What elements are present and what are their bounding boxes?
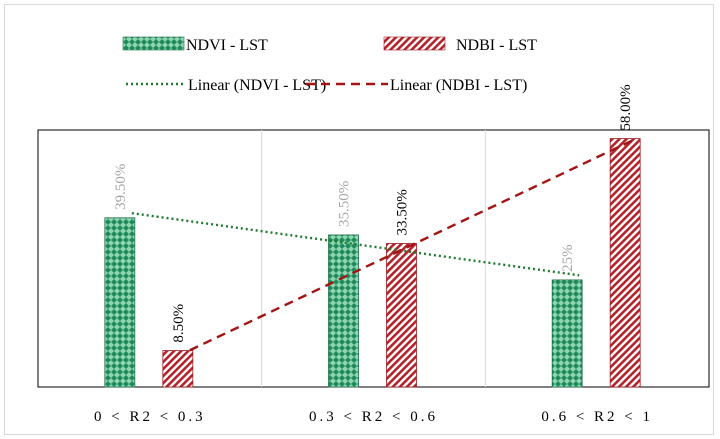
bar-ndbi-2 — [609, 138, 641, 388]
bar-ndvi-0 — [104, 217, 136, 388]
bar-ndbi-0 — [162, 350, 194, 388]
legend-trend-label-ndvi: Linear (NDVI - LST) — [188, 77, 326, 94]
data-label-ndbi-1: 33.50% — [395, 189, 411, 235]
trendlines — [131, 137, 638, 352]
category-separators — [261, 130, 486, 387]
bar-ndbi-1 — [386, 243, 417, 388]
bars — [104, 138, 641, 388]
data-label-ndvi-2: 25% — [560, 244, 576, 272]
data-label-ndvi-1: 35.50% — [337, 181, 353, 227]
data-labels: 39.50% 35.50% 25% 8.50% 33.50% 58.00% — [113, 84, 634, 342]
legend: NDVI - LST NDBI - LST Linear (NDVI - LST) L… — [122, 36, 537, 94]
x-tick-label-1: 0.3 < R2 < 0.6 — [309, 409, 438, 425]
trendline-ndbi — [189, 137, 638, 352]
bar-ndvi-1 — [328, 234, 359, 388]
x-tick-label-0: 0 < R2 < 0.3 — [94, 409, 206, 425]
x-axis-tick-labels: 0 < R2 < 0.3 0.3 < R2 < 0.6 0.6 < R2 < 1 — [94, 409, 653, 425]
plot-area — [37, 129, 710, 388]
legend-trend-label-ndbi: Linear (NDBI - LST) — [390, 77, 527, 94]
data-label-ndbi-0: 8.50% — [171, 304, 187, 343]
legend-label-ndvi: NDVI - LST — [186, 37, 268, 54]
legend-swatch-ndbi — [383, 36, 446, 51]
x-tick-label-2: 0.6 < R2 < 1 — [541, 409, 653, 425]
data-label-ndbi-2: 58.00% — [618, 84, 634, 130]
bar-ndvi-2 — [551, 279, 583, 388]
data-label-ndvi-0: 39.50% — [113, 164, 129, 210]
trendline-ndvi — [131, 211, 580, 277]
legend-label-ndbi: NDBI - LST — [456, 37, 537, 54]
legend-swatch-ndvi — [122, 36, 185, 51]
